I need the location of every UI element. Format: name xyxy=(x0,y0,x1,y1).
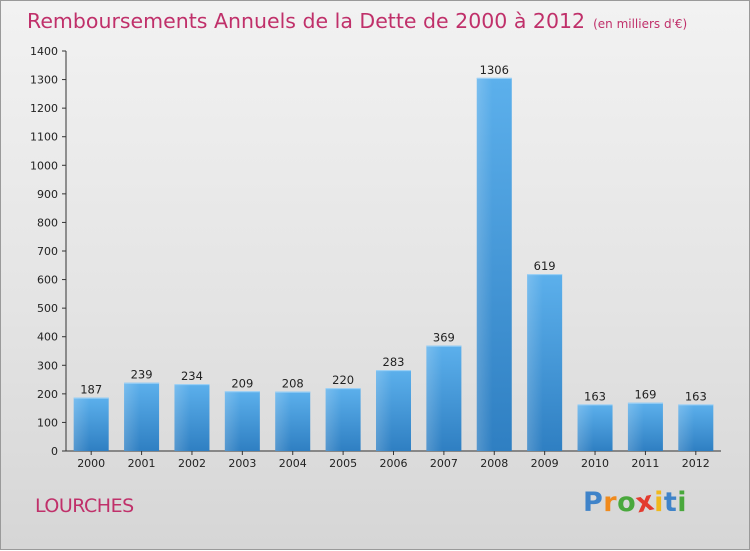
value-label: 1306 xyxy=(480,63,509,77)
x-tick-label: 2005 xyxy=(329,457,357,470)
chart-title: Remboursements Annuels de la Dette de 20… xyxy=(27,9,687,33)
logo-letter: P xyxy=(583,487,604,518)
chart-title-text: Remboursements Annuels de la Dette de 20… xyxy=(27,9,586,33)
y-tick-label: 700 xyxy=(37,245,58,258)
value-label: 208 xyxy=(282,377,304,391)
place-name: LOURCHES xyxy=(35,495,134,517)
y-tick-label: 1300 xyxy=(30,74,58,87)
value-label: 283 xyxy=(383,355,405,369)
x-tick-label: 2007 xyxy=(430,457,458,470)
y-tick-label: 200 xyxy=(37,388,58,401)
bar-highlight xyxy=(527,274,543,451)
x-tick-label: 2009 xyxy=(531,457,559,470)
value-label: 239 xyxy=(131,368,153,382)
y-tick-label: 100 xyxy=(37,416,58,429)
logo-letter: i xyxy=(677,487,688,518)
axes: 0 100 200 300 400 500 600 700 800 900 1000 1100 1200… xyxy=(30,45,721,470)
x-tick-label: 2012 xyxy=(682,457,710,470)
x-tick-label: 2000 xyxy=(77,457,105,470)
value-label: 220 xyxy=(332,373,354,387)
value-label: 187 xyxy=(80,383,102,397)
value-label: 234 xyxy=(181,369,203,383)
y-tick-label: 400 xyxy=(37,331,58,344)
y-tick-label: 0 xyxy=(51,445,58,458)
chart-unit-label: (en milliers d'€) xyxy=(593,17,688,31)
logo-letter: i xyxy=(654,487,664,518)
bar-highlight xyxy=(325,388,342,451)
y-tick-label: 1100 xyxy=(30,131,58,144)
x-tick-label: 2003 xyxy=(228,457,256,470)
x-tick-label: 2010 xyxy=(581,457,609,470)
x-tick-label: 2001 xyxy=(128,457,156,470)
bar-highlight xyxy=(376,370,392,451)
bar-highlight xyxy=(476,77,493,451)
bar-highlight xyxy=(124,382,140,451)
bar-highlight xyxy=(73,397,90,451)
bar-highlight xyxy=(627,402,644,451)
x-tick-label: 2006 xyxy=(380,457,408,470)
value-label: 369 xyxy=(433,331,455,345)
y-tick-label: 900 xyxy=(37,188,58,201)
value-label: 619 xyxy=(534,259,556,273)
y-tick-label: 500 xyxy=(37,302,58,315)
bar-highlight xyxy=(174,384,191,451)
y-tick-label: 600 xyxy=(37,274,58,287)
value-label: 209 xyxy=(231,376,253,390)
bar-highlight xyxy=(275,391,291,451)
logo-letter: o xyxy=(617,487,637,518)
value-label: 163 xyxy=(584,389,606,403)
value-label: 163 xyxy=(685,389,707,403)
bars-group: 187 239 234 209 208 220 283 369 1306 619 163 169 163 xyxy=(73,63,714,451)
bar-highlight xyxy=(678,404,695,451)
logo-letter: t xyxy=(663,487,678,518)
logo-letter: r xyxy=(603,487,618,518)
y-tick-label: 300 xyxy=(37,359,58,372)
bar-highlight xyxy=(577,404,594,451)
value-label: 169 xyxy=(634,388,656,402)
bar-highlight xyxy=(224,391,241,451)
x-tick-label: 2002 xyxy=(178,457,206,470)
proxiti-logo: Proxiti xyxy=(583,485,688,519)
x-tick-label: 2011 xyxy=(631,457,659,470)
x-tick-label: 2004 xyxy=(279,457,307,470)
bar-highlight xyxy=(426,345,443,451)
y-tick-label: 1400 xyxy=(30,45,58,58)
y-tick-label: 1000 xyxy=(30,159,58,172)
x-tick-label: 2008 xyxy=(480,457,508,470)
y-tick-label: 1200 xyxy=(30,102,58,115)
y-tick-label: 800 xyxy=(37,216,58,229)
